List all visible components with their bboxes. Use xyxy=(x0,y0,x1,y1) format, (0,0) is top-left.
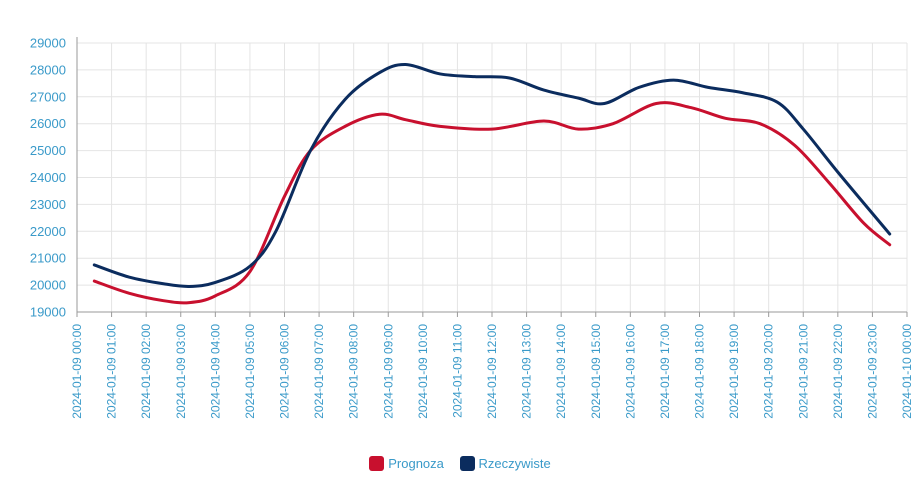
x-tick-label: 2024-01-10 00:00 xyxy=(900,324,914,419)
series-line-rzeczywiste xyxy=(92,63,892,288)
x-tick-label: 2024-01-09 16:00 xyxy=(623,324,637,419)
x-tick-label: 2024-01-09 22:00 xyxy=(831,324,845,419)
grid-lines xyxy=(76,42,908,313)
x-tick-label: 2024-01-09 18:00 xyxy=(693,324,707,419)
x-tick-label: 2024-01-09 07:00 xyxy=(312,324,326,419)
legend-label-prognoza: Prognoza xyxy=(388,455,444,471)
y-tick-label: 28000 xyxy=(30,62,66,77)
y-tick-label: 26000 xyxy=(30,116,66,131)
legend-item-prognoza[interactable]: Prognoza xyxy=(369,455,444,471)
y-tick-label: 21000 xyxy=(30,251,66,266)
axes xyxy=(76,37,908,317)
x-tick-label: 2024-01-09 03:00 xyxy=(174,324,188,419)
x-tick-label: 2024-01-09 10:00 xyxy=(416,324,430,419)
y-tick-label: 25000 xyxy=(30,143,66,158)
x-tick-label: 2024-01-09 14:00 xyxy=(554,324,568,419)
x-axis-tick-labels: 2024-01-09 00:00 2024-01-09 01:00 2024-01-… xyxy=(70,324,914,419)
legend-swatch-rzeczywiste xyxy=(459,455,475,471)
y-tick-label: 23000 xyxy=(30,197,66,212)
x-tick-label: 2024-01-09 06:00 xyxy=(278,324,292,419)
legend-label-rzeczywiste: Rzeczywiste xyxy=(478,455,551,471)
x-tick-label: 2024-01-09 17:00 xyxy=(658,324,672,419)
y-tick-label: 24000 xyxy=(30,170,66,185)
x-tick-label: 2024-01-09 19:00 xyxy=(727,324,741,419)
y-tick-label: 29000 xyxy=(30,36,66,51)
x-tick-label: 2024-01-09 04:00 xyxy=(208,324,222,419)
series-line-prognoza xyxy=(92,101,892,305)
y-tick-label: 27000 xyxy=(30,89,66,104)
x-tick-label: 2024-01-09 20:00 xyxy=(762,324,776,419)
x-tick-label: 2024-01-09 13:00 xyxy=(520,324,534,419)
x-tick-label: 2024-01-09 21:00 xyxy=(796,324,810,419)
x-tick-label: 2024-01-09 11:00 xyxy=(450,324,464,418)
y-tick-label: 22000 xyxy=(30,224,66,239)
x-tick-label: 2024-01-09 23:00 xyxy=(865,324,879,419)
series-lines xyxy=(92,63,892,305)
x-tick-label: 2024-01-09 08:00 xyxy=(347,324,361,419)
y-tick-label: 20000 xyxy=(30,278,66,293)
legend-swatch-prognoza xyxy=(369,455,385,471)
x-tick-label: 2024-01-09 09:00 xyxy=(381,324,395,419)
x-tick-label: 2024-01-09 15:00 xyxy=(589,324,603,419)
x-tick-label: 2024-01-09 05:00 xyxy=(243,324,257,419)
legend-item-rzeczywiste[interactable]: Rzeczywiste xyxy=(459,455,551,471)
x-tick-label: 2024-01-09 00:00 xyxy=(70,324,84,419)
y-axis-tick-labels: 19000 20000 21000 22000 23000 24000 25000 26000… xyxy=(30,36,66,320)
x-tick-label: 2024-01-09 01:00 xyxy=(105,324,119,419)
y-tick-label: 19000 xyxy=(30,305,66,320)
x-tick-label: 2024-01-09 02:00 xyxy=(139,324,153,419)
legend: Prognoza Rzeczywiste xyxy=(0,454,920,471)
x-tick-label: 2024-01-09 12:00 xyxy=(485,324,499,419)
